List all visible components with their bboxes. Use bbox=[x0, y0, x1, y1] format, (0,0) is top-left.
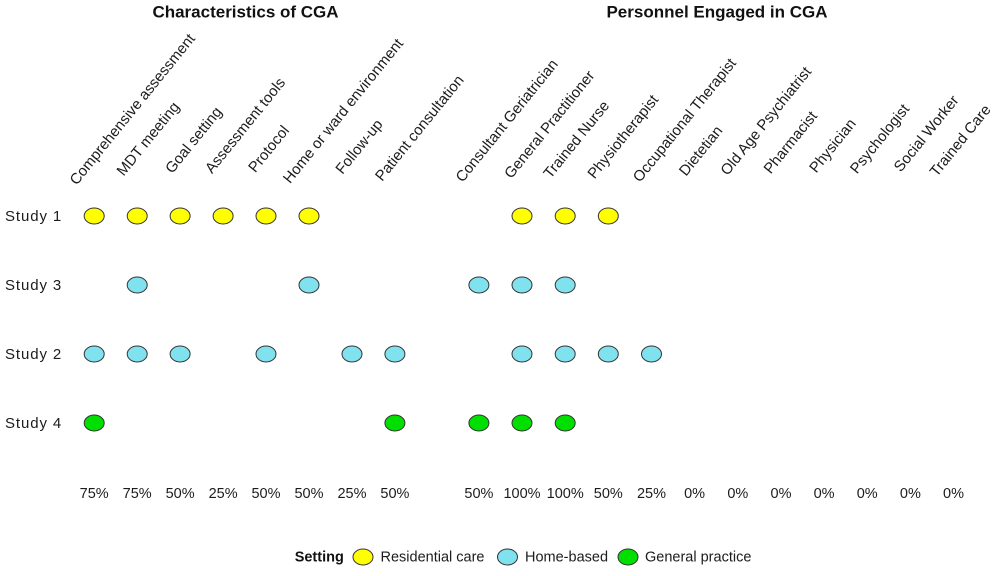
svg-text:100%: 100% bbox=[503, 486, 540, 502]
svg-text:25%: 25% bbox=[637, 486, 666, 502]
svg-text:0%: 0% bbox=[857, 486, 878, 502]
svg-text:0%: 0% bbox=[814, 486, 835, 502]
svg-text:50%: 50% bbox=[380, 486, 409, 502]
svg-text:Study 3: Study 3 bbox=[5, 277, 62, 294]
svg-text:50%: 50% bbox=[594, 486, 623, 502]
svg-text:0%: 0% bbox=[771, 486, 792, 502]
svg-text:50%: 50% bbox=[294, 486, 323, 502]
svg-text:Study 1: Study 1 bbox=[5, 208, 62, 225]
svg-text:100%: 100% bbox=[547, 486, 584, 502]
svg-text:Home-based: Home-based bbox=[525, 550, 608, 566]
svg-text:0%: 0% bbox=[727, 486, 748, 502]
svg-text:0%: 0% bbox=[943, 486, 964, 502]
svg-text:50%: 50% bbox=[166, 486, 195, 502]
svg-text:Study 4: Study 4 bbox=[5, 415, 62, 432]
svg-text:Characteristics of CGA: Characteristics of CGA bbox=[152, 3, 338, 22]
svg-text:General practice: General practice bbox=[645, 550, 751, 566]
svg-text:Personnel Engaged in CGA: Personnel Engaged in CGA bbox=[606, 3, 827, 22]
svg-text:Setting: Setting bbox=[295, 550, 344, 566]
svg-text:75%: 75% bbox=[80, 486, 109, 502]
svg-text:50%: 50% bbox=[251, 486, 280, 502]
svg-text:75%: 75% bbox=[123, 486, 152, 502]
svg-text:0%: 0% bbox=[900, 486, 921, 502]
svg-text:50%: 50% bbox=[464, 486, 493, 502]
svg-text:0%: 0% bbox=[684, 486, 705, 502]
svg-text:25%: 25% bbox=[209, 486, 238, 502]
svg-text:25%: 25% bbox=[337, 486, 366, 502]
svg-text:Study 2: Study 2 bbox=[5, 346, 62, 363]
svg-text:Residential care: Residential care bbox=[381, 550, 485, 566]
